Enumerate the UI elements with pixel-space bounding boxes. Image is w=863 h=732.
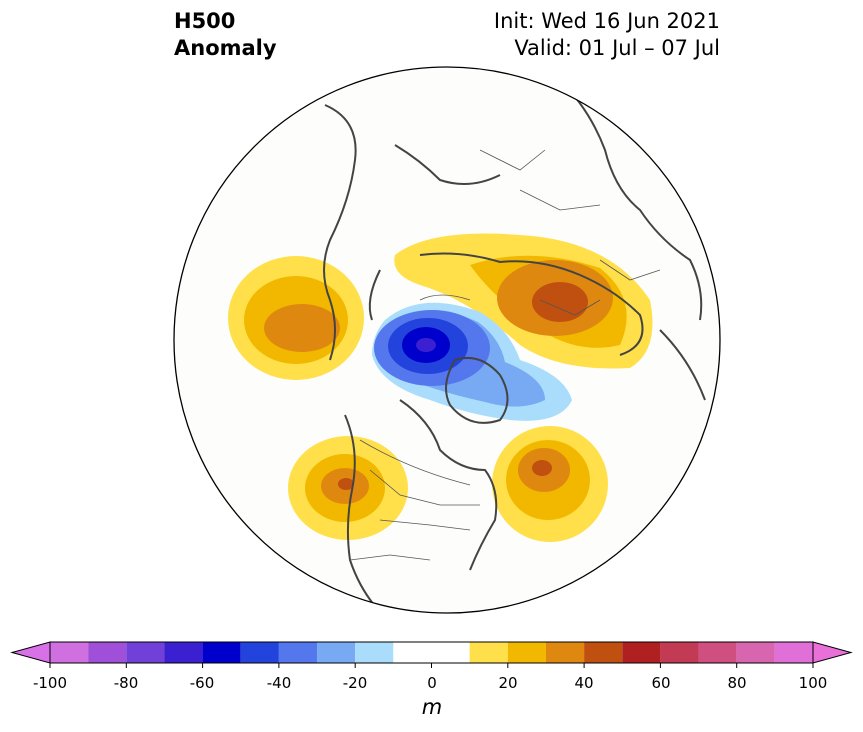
colorbar-segment <box>126 642 165 663</box>
tick-label: -20 <box>342 674 368 692</box>
colorbar-unit: m <box>421 695 443 719</box>
tick-label: 20 <box>498 674 518 692</box>
tick-label: 40 <box>574 674 594 692</box>
anomaly-western-north-america <box>288 436 408 540</box>
colorbar-segment <box>164 642 203 663</box>
colorbar-over-arrow <box>812 641 853 664</box>
colorbar-segment <box>202 642 241 663</box>
colorbar-segment <box>240 642 279 663</box>
tick-label: -100 <box>32 674 68 692</box>
colorbar-segment <box>278 642 318 663</box>
tick-label: -40 <box>266 674 292 692</box>
title-line-1: H500 <box>174 9 236 33</box>
chart-title: H500 Anomaly <box>174 8 277 62</box>
colorbar <box>10 641 853 668</box>
tick-label: 100 <box>798 674 828 692</box>
colorbar-segment <box>469 642 508 663</box>
title-line-2: Anomaly <box>174 36 277 60</box>
run-info: Init: Wed 16 Jun 2021 Valid: 01 Jul – 07… <box>494 8 720 62</box>
tick-label: -60 <box>189 674 215 692</box>
tick-label: -80 <box>113 674 139 692</box>
colorbar-segment <box>393 642 470 663</box>
anomaly-north-pacific <box>228 256 364 380</box>
globe-outline <box>173 66 721 614</box>
political-borders <box>349 149 661 561</box>
tick-label: 80 <box>727 674 747 692</box>
valid-range: Valid: 01 Jul – 07 Jul <box>514 36 720 60</box>
colorbar-segment <box>622 642 661 663</box>
colorbar-segment <box>317 642 356 663</box>
colorbar-segment <box>507 642 546 663</box>
colorbar-segment <box>584 642 623 663</box>
coastlines <box>323 79 706 613</box>
polar-map <box>173 66 721 614</box>
colorbar-segment <box>88 642 127 663</box>
colorbar-segment <box>698 642 737 663</box>
colorbar-segment <box>545 642 585 663</box>
colorbar-segment <box>660 642 699 663</box>
tick-label: 0 <box>427 674 437 692</box>
tick-label: 60 <box>651 674 671 692</box>
colorbar-segment <box>774 642 813 663</box>
anomaly-western-atlantic <box>492 426 608 542</box>
colorbar-under-arrow <box>10 641 51 664</box>
colorbar-segment <box>736 642 775 663</box>
init-date: Init: Wed 16 Jun 2021 <box>493 9 720 33</box>
colorbar-segment <box>50 642 89 663</box>
anomaly-arctic <box>372 302 572 421</box>
colorbar-segment <box>355 642 394 663</box>
